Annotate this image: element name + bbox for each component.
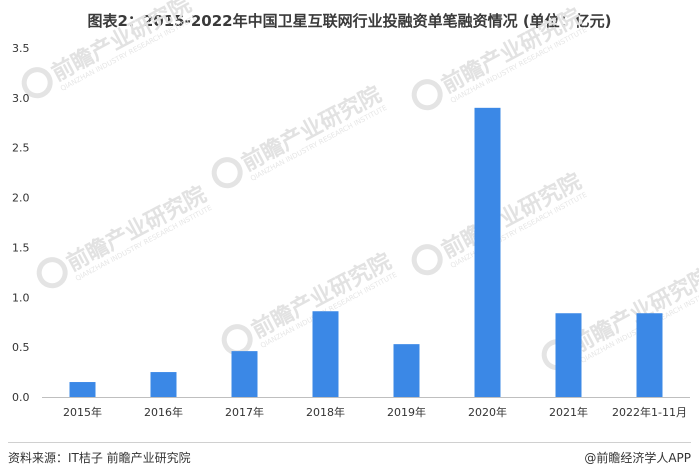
y-tick-label: 2.0: [12, 192, 30, 205]
x-tick-label: 2022年1-11月: [612, 405, 687, 419]
y-tick-label: 0.0: [12, 391, 30, 404]
bar: [312, 311, 339, 397]
x-tick-label: 2015年: [63, 405, 102, 419]
watermark-name: 前瞻产业研究院: [62, 181, 210, 276]
bar: [231, 351, 258, 397]
bar-series: [69, 107, 663, 397]
x-tick-label: 2018年: [306, 405, 345, 419]
bar: [393, 344, 420, 397]
bar: [474, 107, 501, 397]
watermark-logo-icon: [36, 257, 68, 289]
y-tick-label: 3.0: [12, 92, 30, 105]
footer: 资料来源：IT桔子 前瞻产业研究院 @前瞻经济学人APP: [8, 449, 691, 467]
watermark-name: 前瞻产业研究院: [437, 168, 585, 263]
x-tick-label: 2020年: [468, 405, 507, 419]
watermark-name: 前瞻产业研究院: [437, 3, 585, 98]
watermark-name: 前瞻产业研究院: [47, 0, 195, 87]
y-tick-label: 0.5: [12, 341, 30, 354]
chart-title: 图表2：2015-2022年中国卫星互联网行业投融资单笔融资情况 (单位：亿元): [87, 12, 612, 30]
brand-credit: @前瞻经济学人APP: [584, 451, 691, 465]
y-tick-label: 1.0: [12, 291, 30, 304]
watermark-logo-icon: [411, 79, 443, 111]
x-axis: 2015年 2016年 2017年 2018年 2019年 2020年 2021年 2022年…: [63, 405, 687, 419]
footer-divider: [8, 442, 691, 443]
source-note: 资料来源：IT桔子 前瞻产业研究院: [8, 451, 191, 465]
x-tick-label: 2016年: [144, 405, 183, 419]
y-tick-label: 3.5: [12, 42, 30, 55]
bar: [636, 313, 663, 397]
bar: [150, 372, 177, 397]
x-tick-label: 2017年: [225, 405, 264, 419]
watermark-name: 前瞻产业研究院: [237, 81, 385, 176]
y-tick-label: 1.5: [12, 241, 30, 254]
watermark-logo-icon: [411, 244, 443, 276]
bar: [69, 382, 96, 397]
y-tick-label: 2.5: [12, 142, 30, 155]
y-axis: 0.0 0.5 1.0 1.5 2.0 2.5 3.0 3.5: [12, 42, 30, 404]
watermark-logo-icon: [211, 157, 243, 189]
bar: [555, 313, 582, 397]
watermark-logo-icon: [21, 67, 53, 99]
x-tick-label: 2019年: [387, 405, 426, 419]
x-tick-label: 2021年: [549, 405, 588, 419]
